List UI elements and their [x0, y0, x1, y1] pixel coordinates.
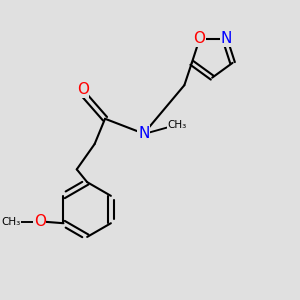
Text: CH₃: CH₃ — [167, 120, 187, 130]
Text: O: O — [194, 31, 206, 46]
Text: O: O — [77, 82, 89, 97]
Text: N: N — [220, 32, 232, 46]
Text: N: N — [138, 126, 149, 141]
Text: O: O — [34, 214, 46, 229]
Text: CH₃: CH₃ — [1, 217, 20, 227]
